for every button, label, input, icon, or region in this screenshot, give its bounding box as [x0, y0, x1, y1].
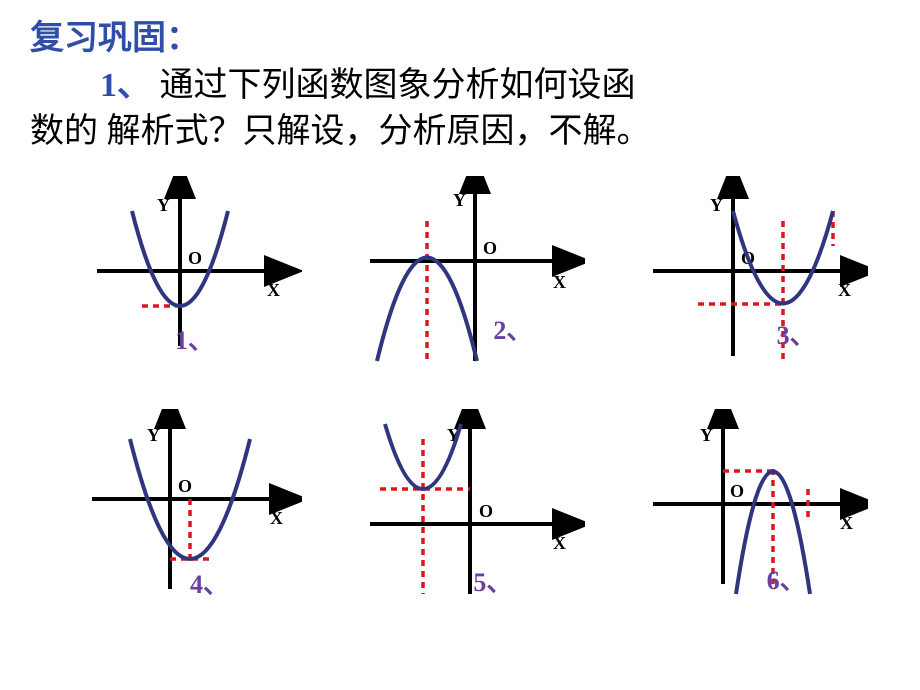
svg-text:Y: Y — [700, 425, 713, 445]
svg-text:X: X — [270, 508, 283, 528]
graph-1: Y X O 1、 — [60, 170, 313, 393]
prompt-text: 1、 通过下列函数图象分析如何设函 数的 解析式？只解设，分析原因，不解。 — [30, 63, 890, 155]
svg-text:O: O — [178, 476, 192, 496]
prompt-number: 1、 — [30, 67, 151, 104]
graph-caption: 4、 — [190, 564, 229, 601]
prompt-line-1: 通过下列函数图象分析如何设函 — [151, 67, 636, 104]
svg-text:Y: Y — [710, 195, 723, 215]
svg-text:O: O — [483, 238, 497, 258]
svg-text:Y: Y — [147, 425, 160, 445]
header: 复习巩固： 1、 通过下列函数图象分析如何设函 数的 解析式？只解设，分析原因，… — [0, 0, 920, 155]
svg-text:Y: Y — [453, 190, 466, 210]
graph-caption: 2、 — [493, 310, 532, 347]
graph-caption: 6、 — [767, 560, 806, 597]
graph-caption: 5、 — [473, 562, 512, 599]
graph-5: Y X O 5、 — [343, 402, 596, 625]
svg-text:X: X — [553, 533, 566, 553]
origin-label: O — [188, 248, 202, 268]
graph-4: Y X O 4、 — [60, 402, 313, 625]
svg-text:O: O — [730, 481, 744, 501]
svg-text:X: X — [838, 280, 851, 300]
graph-grid: Y X O 1、 Y X O 2、 — [0, 155, 920, 645]
section-title: 复习巩固： — [30, 10, 890, 59]
graph-caption: 1、 — [175, 320, 214, 357]
svg-text:X: X — [553, 272, 566, 292]
graph-3: Y X O 3、 — [627, 170, 880, 393]
svg-text:X: X — [840, 513, 853, 533]
axis-x-label: X — [267, 280, 280, 300]
axis-y-label: Y — [157, 195, 170, 215]
svg-text:O: O — [479, 501, 493, 521]
graph-caption: 3、 — [777, 315, 816, 352]
graph-6: Y X O 6、 — [627, 402, 880, 625]
prompt-line-2: 数的 解析式？只解设，分析原因，不解。 — [30, 113, 651, 150]
graph-2: Y X O 2、 — [343, 170, 596, 393]
